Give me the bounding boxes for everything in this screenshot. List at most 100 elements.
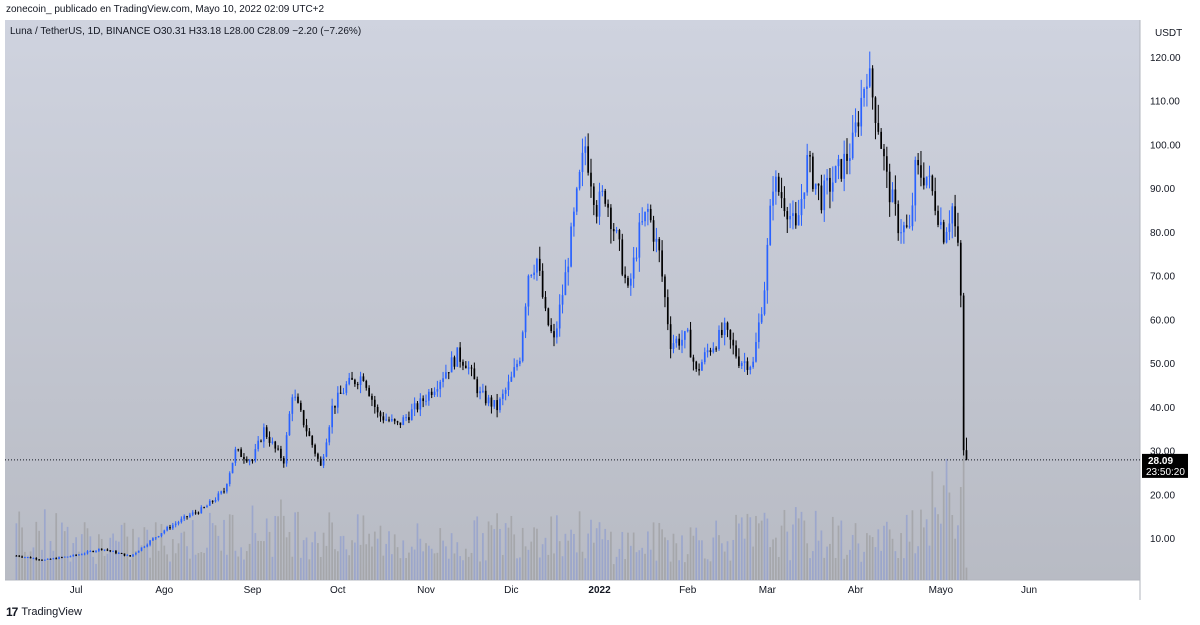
volume-bar — [550, 516, 553, 580]
volume-bar — [319, 556, 322, 580]
last-price-value: 28.09 — [1148, 456, 1173, 467]
volume-bar — [951, 515, 954, 580]
volume-bar — [553, 553, 555, 580]
volume-bar — [857, 543, 860, 580]
candle-body — [803, 192, 806, 200]
candle-body — [282, 458, 285, 464]
candle-body — [684, 331, 686, 340]
candle-body — [655, 238, 658, 242]
candle-body — [840, 159, 843, 179]
candle-body — [496, 400, 498, 411]
candle-body — [817, 183, 820, 186]
candle-body — [263, 427, 265, 442]
candle-body — [513, 367, 516, 377]
volume-bar — [538, 557, 541, 580]
volume-bar — [46, 560, 49, 580]
volume-bar — [143, 527, 146, 580]
volume-bar — [592, 542, 595, 580]
volume-bar — [652, 522, 655, 580]
candle-body — [592, 186, 595, 205]
volume-bar — [684, 562, 686, 580]
volume-bar — [661, 529, 663, 580]
x-tick-label: Nov — [417, 585, 435, 596]
candle-body — [595, 204, 598, 217]
volume-bar — [610, 531, 612, 580]
volume-bar — [701, 540, 703, 580]
volume-bar — [274, 515, 277, 580]
volume-bar — [226, 554, 228, 580]
volume-bar — [405, 558, 407, 580]
candle-body — [499, 398, 501, 411]
volume-bar — [885, 521, 888, 580]
volume-bar — [487, 521, 490, 580]
candle-body — [553, 331, 555, 338]
candle-body — [169, 527, 171, 529]
volume-bar — [775, 537, 777, 580]
candle-body — [934, 191, 937, 211]
candle-body — [322, 456, 325, 466]
candle-body — [231, 462, 234, 474]
volume-bar — [154, 522, 157, 580]
last-price-tag: 28.09 23:50:20 — [1142, 453, 1188, 478]
volume-bar — [851, 534, 854, 580]
volume-bar — [723, 551, 726, 580]
volume-bar — [311, 542, 314, 580]
candle-body — [208, 500, 211, 506]
volume-bar — [726, 541, 729, 580]
candle-body — [965, 450, 968, 460]
candle-body — [718, 329, 720, 350]
volume-bar — [703, 558, 706, 580]
candle-body — [302, 410, 305, 426]
volume-bar — [888, 529, 891, 580]
candle-body — [152, 538, 154, 541]
volume-bar — [655, 560, 658, 580]
candle-body — [556, 328, 558, 338]
volume-bar — [373, 531, 376, 580]
volume-bar — [848, 549, 851, 580]
candle-body — [519, 360, 521, 364]
candle-body — [331, 405, 333, 428]
candle-body — [410, 409, 413, 421]
volume-bar — [447, 558, 450, 580]
candle-body — [277, 448, 279, 450]
candle-body — [775, 176, 777, 192]
volume-bar — [220, 550, 223, 580]
candle-body — [570, 226, 572, 267]
candle-body — [345, 384, 348, 393]
volume-bar — [439, 528, 442, 580]
x-tick-label: Jul — [70, 585, 83, 596]
candle-body — [388, 419, 390, 421]
tradingview-logo[interactable]: 17 TradingView — [6, 605, 82, 619]
volume-bar — [837, 525, 840, 580]
candle-body — [752, 361, 754, 368]
candle-body — [271, 441, 274, 443]
candle-body — [689, 329, 692, 358]
candle-body — [49, 558, 52, 560]
volume-bar — [433, 553, 436, 580]
candle-body — [226, 484, 228, 492]
candle-body — [567, 266, 570, 273]
volume-bar — [891, 538, 894, 580]
price-chart[interactable]: USDT Luna / TetherUS, 1D, BINANCE O30.31… — [0, 20, 1200, 600]
volume-bar — [695, 527, 698, 580]
volume-bar — [769, 547, 772, 580]
candle-body — [914, 159, 917, 206]
volume-bar — [519, 557, 521, 580]
volume-bar — [894, 551, 897, 580]
candle-body — [604, 190, 607, 204]
candle-body — [211, 500, 214, 502]
volume-bar — [834, 557, 837, 580]
volume-bar — [521, 527, 524, 580]
volume-bar — [379, 525, 382, 580]
candle-body — [294, 396, 297, 398]
volume-bar — [786, 531, 789, 580]
candle-body — [58, 557, 60, 559]
volume-bar — [484, 560, 487, 580]
volume-bar — [391, 554, 393, 580]
volume-bar — [354, 542, 356, 580]
volume-bar — [72, 543, 75, 580]
candle-body — [493, 400, 496, 407]
candle-body — [911, 205, 914, 227]
candle-body — [669, 324, 672, 349]
volume-bar — [171, 539, 174, 580]
